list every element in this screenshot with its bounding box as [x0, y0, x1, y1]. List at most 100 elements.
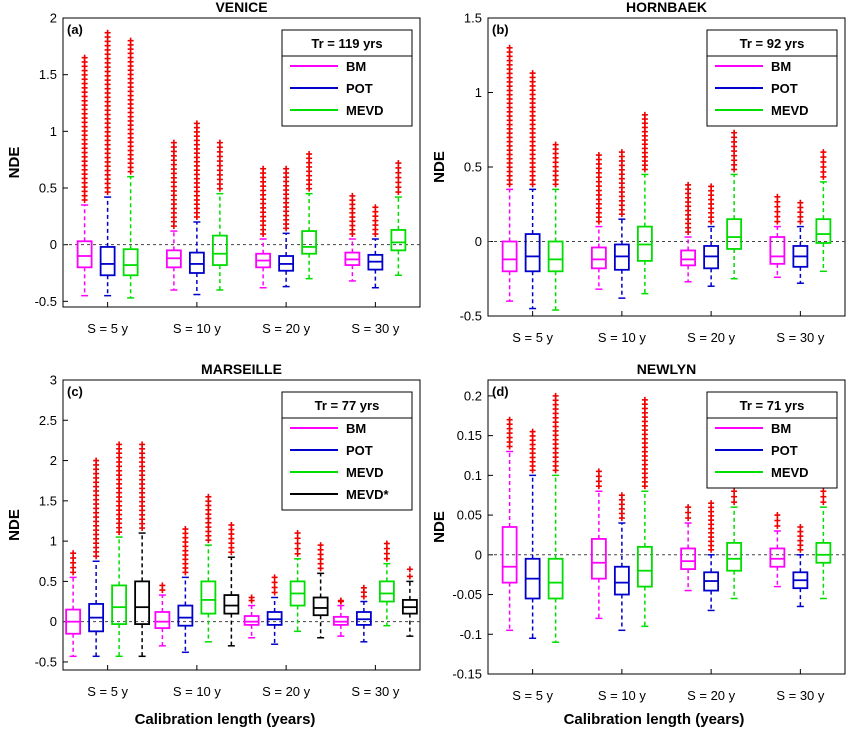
- panel-marseille: -0.5 0 0.5 1 1.5 2 2.5 3 S = 5 y S = 10 y S = 20 y…: [6, 361, 421, 699]
- outliers: [116, 441, 123, 536]
- outliers: [552, 392, 559, 474]
- legend: Tr = 119 yrs BM POT MEVD: [281, 29, 413, 127]
- x-tick-label: S = 20 y: [687, 330, 736, 345]
- box-mevd-star-4: [401, 566, 418, 637]
- box-mevd-3: [289, 530, 306, 633]
- box-mevd-2: [636, 111, 653, 295]
- iqr-box: [769, 236, 786, 265]
- box-pot-4: [792, 199, 809, 284]
- box-pot-2: [613, 492, 630, 632]
- y-tick-label: 1.5: [464, 11, 482, 26]
- box-mevd-4: [815, 149, 832, 273]
- outliers: [708, 183, 715, 225]
- y-tick-label: -0.05: [452, 587, 482, 602]
- iqr-box: [726, 541, 743, 572]
- x-tick-label: S = 5 y: [87, 321, 128, 336]
- x-tick-label: S = 10 y: [173, 684, 222, 699]
- outliers: [708, 500, 715, 553]
- outliers: [139, 441, 146, 532]
- outliers: [306, 151, 313, 192]
- box-bm-3: [680, 504, 697, 592]
- box-pot-3: [278, 165, 295, 288]
- outliers: [618, 149, 625, 218]
- outliers: [81, 54, 88, 203]
- box-pot-4: [367, 204, 384, 289]
- legend-label: BM: [771, 421, 791, 436]
- plot-frame: [487, 379, 846, 675]
- box-bm-3: [680, 181, 697, 283]
- iqr-box: [122, 248, 139, 277]
- iqr-box: [134, 580, 151, 625]
- outliers: [406, 566, 413, 580]
- panel-title: NEWLYN: [637, 361, 696, 377]
- box-bm-4: [332, 597, 349, 637]
- y-tick-label: -0.15: [452, 667, 482, 682]
- iqr-box: [815, 541, 832, 564]
- iqr-box: [680, 249, 697, 267]
- outliers: [182, 526, 189, 576]
- panel-tag: (b): [492, 22, 509, 37]
- x-tick-label: S = 10 y: [598, 330, 647, 345]
- y-tick-label: 0: [50, 237, 57, 252]
- iqr-box: [223, 594, 240, 615]
- iqr-box: [154, 611, 171, 630]
- iqr-box: [378, 580, 395, 603]
- box-bm-1: [65, 550, 82, 658]
- outliers: [349, 192, 356, 237]
- x-tick-label: S = 20 y: [687, 688, 736, 703]
- outliers: [685, 181, 692, 236]
- iqr-box: [177, 604, 194, 627]
- outliers: [360, 584, 367, 600]
- y-tick-label: -0.5: [460, 309, 482, 324]
- legend-label: POT: [346, 81, 373, 96]
- x-axis-label-left: Calibration length (years): [135, 711, 316, 728]
- x-tick-label: S = 30 y: [351, 684, 400, 699]
- legend-title: Tr = 71 yrs: [740, 398, 805, 413]
- x-tick-label: S = 10 y: [598, 688, 647, 703]
- panel-title: MARSEILLE: [201, 361, 282, 377]
- iqr-box: [312, 596, 329, 617]
- x-tick-label: S = 30 y: [776, 330, 825, 345]
- iqr-box: [547, 557, 564, 600]
- legend-title: Tr = 119 yrs: [311, 36, 382, 51]
- outliers: [294, 530, 301, 557]
- x-tick-label: S = 30 y: [776, 688, 825, 703]
- outliers: [731, 488, 738, 506]
- outliers: [170, 139, 177, 230]
- outliers: [529, 70, 536, 188]
- legend-label: BM: [771, 59, 791, 74]
- outliers: [595, 152, 602, 225]
- y-axis-label: NDE: [431, 151, 448, 183]
- y-tick-label: 0.5: [39, 574, 57, 589]
- outliers: [248, 594, 255, 604]
- panel-hornbaek: -0.5 0 0.5 1 1.5 S = 5 y S = 10 y S = 20 y S = 3…: [431, 0, 846, 345]
- box-pot-4: [355, 584, 372, 643]
- box-pot-1: [88, 457, 105, 658]
- box-mevd-2: [211, 139, 228, 291]
- outliers: [641, 111, 648, 173]
- outliers: [529, 428, 536, 474]
- x-tick-label: S = 20 y: [262, 321, 311, 336]
- iqr-box: [680, 547, 697, 571]
- y-tick-label: -0.5: [35, 654, 57, 669]
- iqr-box: [815, 218, 832, 244]
- outliers: [552, 141, 559, 188]
- y-tick-label: 1.5: [39, 493, 57, 508]
- outliers: [228, 522, 235, 556]
- box-mevd-star-1: [134, 441, 151, 658]
- box-mevd-3: [726, 129, 743, 280]
- outliers: [127, 37, 134, 175]
- outliers: [383, 540, 390, 562]
- legend-label: BM: [346, 59, 366, 74]
- y-tick-label: 2: [50, 453, 57, 468]
- iqr-box: [613, 565, 630, 596]
- outliers: [820, 149, 827, 180]
- y-axis-label: NDE: [6, 509, 23, 541]
- x-tick-label: S = 10 y: [173, 321, 222, 336]
- panel-newlyn: -0.15 -0.1 -0.05 0 0.05 0.1 0.15 0.2 S = 5 y S = …: [431, 361, 846, 703]
- x-tick-label: S = 5 y: [512, 330, 553, 345]
- legend-label: MEVD: [771, 103, 809, 118]
- box-bm-2: [154, 582, 171, 647]
- x-tick-label: S = 5 y: [87, 684, 128, 699]
